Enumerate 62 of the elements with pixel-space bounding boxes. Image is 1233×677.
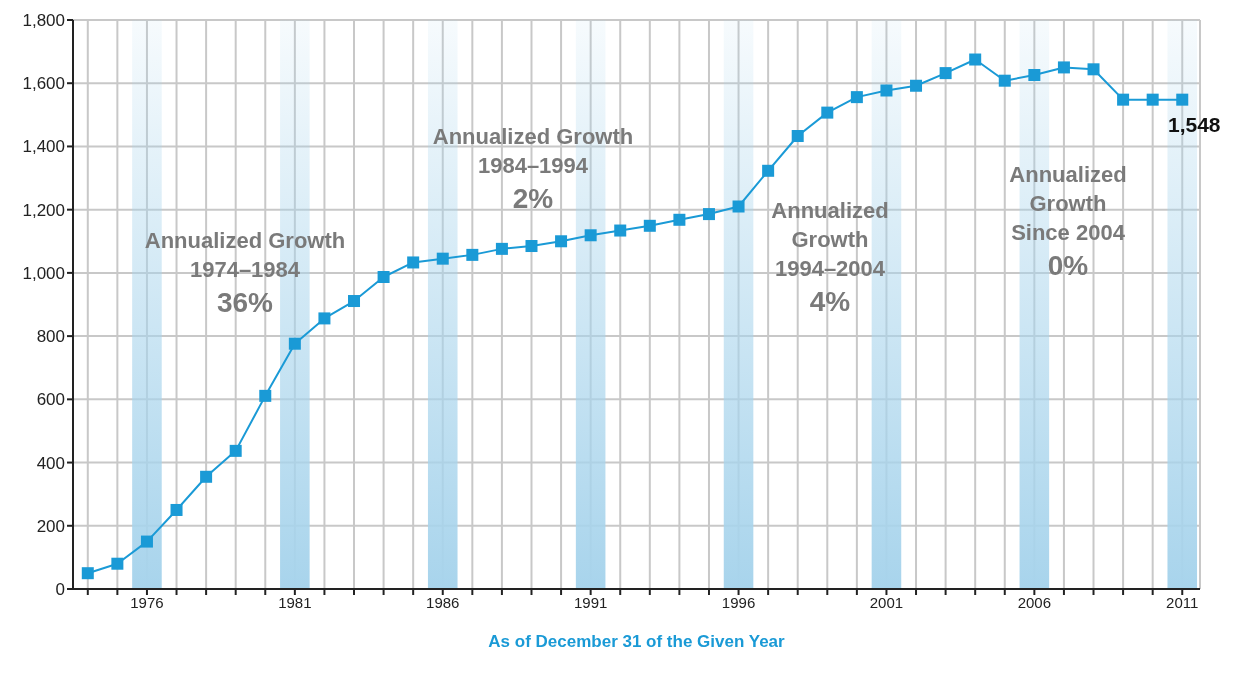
y-tick-label: 1,200 — [22, 200, 65, 220]
point — [495, 242, 508, 255]
x-axis-title: As of December 31 of the Given Year — [488, 632, 786, 651]
annotation: Annualized Growth 1994–2004 4% — [770, 197, 890, 319]
y-tick-label: 0 — [55, 580, 65, 600]
point — [377, 271, 390, 283]
x-tick-label: 2011 — [1166, 593, 1199, 611]
x-tick-label: 1976 — [130, 593, 164, 611]
y-tick-label: 800 — [36, 327, 65, 347]
point — [555, 235, 568, 248]
point — [111, 557, 124, 570]
point — [791, 130, 804, 143]
point — [288, 337, 301, 350]
point — [1176, 93, 1189, 106]
point — [140, 535, 153, 548]
point — [407, 256, 420, 269]
point — [229, 444, 242, 457]
y-tick-label: 400 — [36, 453, 65, 473]
point — [1087, 63, 1100, 76]
annotation: Annualized Growth 1974–1984 36% — [143, 227, 347, 320]
point — [525, 240, 538, 253]
point — [259, 389, 272, 402]
annotation: Annualized Growth Since 2004 0% — [1008, 161, 1128, 283]
y-tick-label: 600 — [36, 390, 65, 410]
x-tick-label: 1991 — [573, 593, 608, 611]
point — [318, 312, 331, 325]
point — [1117, 93, 1130, 106]
point — [998, 74, 1011, 87]
y-tick-label: 200 — [36, 516, 65, 536]
point — [732, 200, 745, 213]
point — [762, 164, 775, 177]
point — [850, 91, 863, 104]
point — [643, 219, 656, 232]
y-tick-label: 1,800 — [22, 11, 65, 31]
point — [584, 229, 597, 242]
x-tick-label: 2001 — [869, 593, 904, 611]
point — [1057, 61, 1070, 74]
point — [81, 567, 94, 580]
point — [910, 79, 923, 92]
x-tick-label: 1996 — [721, 593, 756, 611]
x-tick-label: 2006 — [1017, 593, 1052, 611]
point — [969, 53, 982, 66]
point — [170, 503, 183, 516]
point — [821, 106, 834, 119]
point — [880, 84, 893, 97]
y-tick-label: 1,400 — [22, 137, 65, 157]
point — [200, 470, 213, 483]
point — [939, 67, 952, 80]
annotation: Annualized Growth 1984–1994 2% — [431, 123, 635, 216]
point — [614, 224, 627, 237]
point — [673, 213, 686, 226]
point — [702, 208, 715, 221]
point — [436, 252, 449, 265]
x-tick-label: 1986 — [426, 593, 460, 611]
point — [1028, 69, 1041, 81]
y-tick-label: 1,000 — [22, 263, 65, 283]
point — [466, 248, 479, 261]
data-label: 1,548 — [1167, 112, 1221, 136]
point — [348, 295, 361, 308]
y-tick-label: 1,600 — [22, 74, 65, 94]
point — [1146, 93, 1159, 106]
x-tick-label: 1981 — [278, 593, 312, 611]
